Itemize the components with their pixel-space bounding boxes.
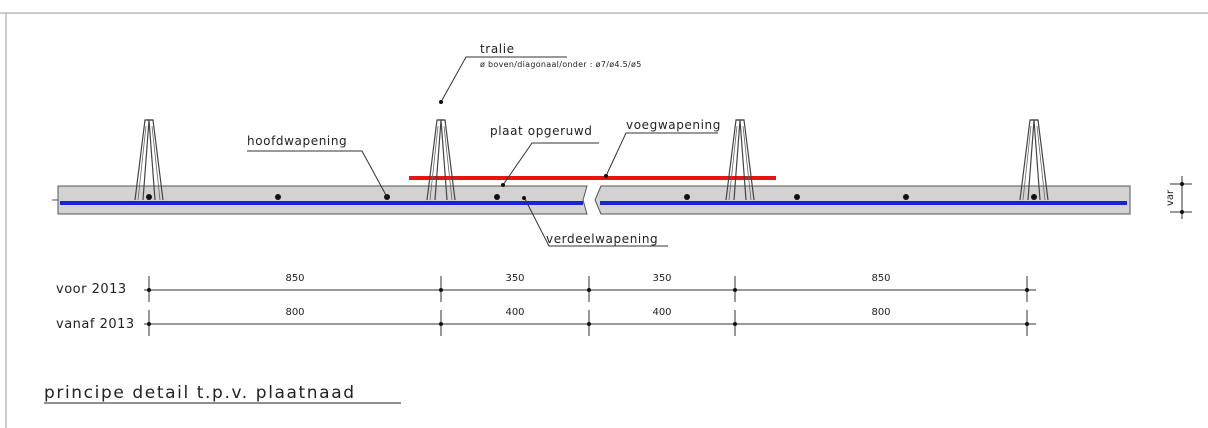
var-label: var bbox=[1165, 189, 1176, 206]
drawing-title: principe detail t.p.v. plaatnaad bbox=[44, 383, 356, 403]
voegwapening-leader-dot bbox=[604, 174, 608, 178]
dim-tick-dot bbox=[147, 322, 151, 326]
plaat-opgeruwd-label: plaat opgeruwd bbox=[490, 124, 593, 138]
dim-tick-dot bbox=[439, 322, 443, 326]
slab-left bbox=[57, 185, 588, 215]
dim-row-label-vanaf: vanaf 2013 bbox=[56, 317, 135, 332]
voegwapening-label: voegwapening bbox=[626, 118, 721, 132]
slab-right bbox=[594, 185, 1131, 215]
verdeelwapening-label: verdeelwapening bbox=[546, 232, 658, 246]
var-dim-tick bbox=[1180, 210, 1184, 214]
dim-tick-dot bbox=[1025, 288, 1029, 292]
dim-value: 400 bbox=[505, 307, 524, 318]
tralie-spec-label: ø boven/diagonaal/onder : ø7/ø4.5/ø5 bbox=[480, 60, 642, 69]
dim-value: 350 bbox=[652, 273, 671, 284]
hoofdwapening-dot bbox=[146, 194, 152, 200]
dim-tick-dot bbox=[587, 322, 591, 326]
plaat-opgeruwd-leader-dot bbox=[501, 183, 505, 187]
voegwapening-leader bbox=[605, 132, 718, 177]
dim-tick-dot bbox=[147, 288, 151, 292]
tralie-leader-dot bbox=[439, 100, 443, 104]
hoofdwapening-leader bbox=[247, 150, 388, 198]
dim-value: 800 bbox=[871, 307, 890, 318]
dim-value: 400 bbox=[652, 307, 671, 318]
verdeelwapening-leader bbox=[523, 196, 668, 247]
hoofdwapening-dot bbox=[903, 194, 909, 200]
dim-value: 350 bbox=[505, 273, 524, 284]
var-dim-tick bbox=[1180, 182, 1184, 186]
dim-tick-dot bbox=[733, 322, 737, 326]
tralie-label: tralie bbox=[480, 42, 515, 56]
hoofdwapening-dot bbox=[494, 194, 500, 200]
dim-tick-dot bbox=[1025, 322, 1029, 326]
verdeelwapening-leader-dot bbox=[522, 196, 526, 200]
hoofdwapening-dot bbox=[684, 194, 690, 200]
dim-tick-dot bbox=[439, 288, 443, 292]
dim-tick-dot bbox=[733, 288, 737, 292]
dim-value: 850 bbox=[285, 273, 304, 284]
dim-value: 800 bbox=[285, 307, 304, 318]
hoofdwapening-label: hoofdwapening bbox=[247, 134, 347, 148]
tralie-leader bbox=[440, 56, 567, 103]
dim-row-label-voor: voor 2013 bbox=[56, 282, 127, 297]
hoofdwapening-dot bbox=[275, 194, 281, 200]
hoofdwapening-dot bbox=[1031, 194, 1037, 200]
hoofdwapening-dot bbox=[794, 194, 800, 200]
dim-tick-dot bbox=[587, 288, 591, 292]
dim-value: 850 bbox=[871, 273, 890, 284]
plaat-opgeruwd-leader bbox=[502, 142, 599, 186]
